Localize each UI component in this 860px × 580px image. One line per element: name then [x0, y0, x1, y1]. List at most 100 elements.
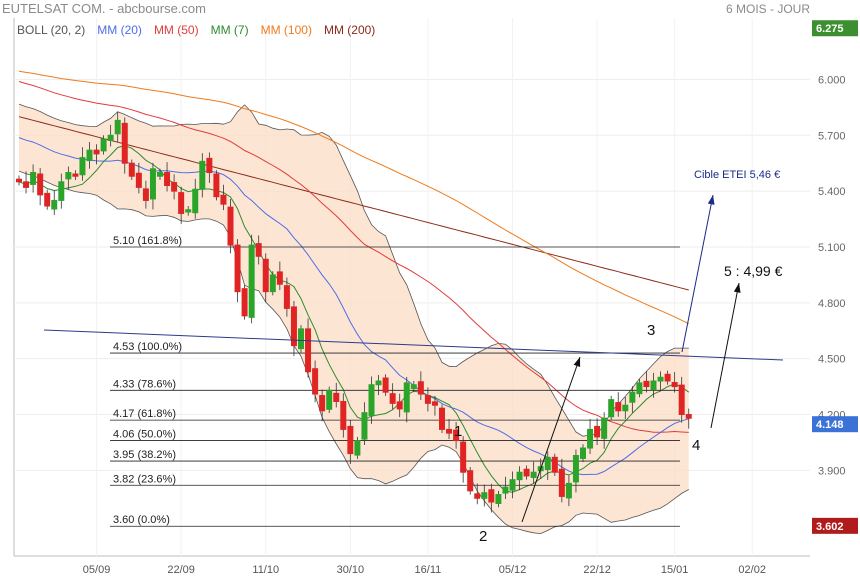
- candle-body: [262, 258, 269, 293]
- candle-body: [72, 173, 79, 177]
- candle-body: [488, 489, 495, 503]
- candle-body: [213, 173, 220, 198]
- legend-entry: MM (50): [154, 23, 199, 37]
- candle-body: [298, 328, 304, 350]
- candle-body: [283, 285, 290, 309]
- target-label: Cible ETEI 5,46 €: [694, 169, 780, 181]
- candle-body: [417, 381, 424, 395]
- bollinger-fill: [19, 104, 689, 534]
- candle-body: [51, 199, 58, 210]
- candle-body: [44, 192, 51, 207]
- ma100-line: [18, 70, 690, 325]
- bollinger-upper: [18, 103, 689, 437]
- candle-body: [354, 440, 361, 456]
- candle-body: [312, 368, 319, 395]
- candle-body: [495, 494, 502, 505]
- candle-body: [93, 149, 100, 155]
- axes-layer: 3.9004.2004.5004.8005.1005.4005.7006.000…: [83, 20, 858, 576]
- candle-body: [530, 471, 537, 478]
- objective-label: 5 : 4,99 €: [724, 263, 783, 279]
- fib-label: 4.06 (50.0%): [113, 429, 176, 441]
- candle-body: [333, 392, 340, 402]
- candle-body: [340, 400, 347, 430]
- candle-body: [58, 181, 65, 201]
- x-tick-label: 30/10: [337, 564, 365, 576]
- candle-body: [135, 172, 142, 188]
- legend-layer: BOLL (20, 2) MM (20) MM (50) MM (7) MM (100)…: [17, 23, 375, 37]
- candle-body: [629, 391, 636, 403]
- y-tick-label: 6.000: [818, 74, 846, 86]
- candle-body: [439, 407, 445, 430]
- candle-body: [410, 384, 417, 389]
- candle-body: [86, 149, 93, 162]
- moving-average-layer: [18, 70, 690, 535]
- candle-body: [276, 271, 283, 285]
- x-tick-label: 05/12: [499, 564, 527, 576]
- x-tick-label: 22/09: [167, 564, 195, 576]
- candle-body: [248, 244, 255, 318]
- candle-body: [241, 288, 248, 317]
- candle-body: [30, 172, 37, 185]
- x-tick-label: 15/01: [661, 564, 689, 576]
- arrow-head: [707, 195, 715, 205]
- chart-title: EUTELSAT COM. - abcbourse.com: [2, 1, 206, 16]
- candle-body: [474, 493, 481, 499]
- candle-body: [128, 162, 135, 177]
- candle-body: [502, 486, 509, 494]
- candle-body: [565, 482, 572, 499]
- candle-body: [446, 428, 453, 434]
- y-tick-label: 4.500: [818, 354, 846, 366]
- price-badge: [812, 20, 858, 37]
- candle-body: [192, 188, 199, 214]
- fib-label: 3.82 (23.6%): [113, 473, 176, 485]
- x-tick-label: 02/02: [738, 564, 766, 576]
- candle-body: [467, 470, 474, 492]
- candle-body: [157, 172, 163, 177]
- y-tick-label: 4.800: [818, 298, 846, 310]
- candle-body: [185, 209, 192, 213]
- fib-label: 3.60 (0.0%): [113, 514, 170, 526]
- candle-body: [121, 122, 128, 164]
- x-tick-label: 05/09: [83, 564, 111, 576]
- candle-body: [23, 181, 30, 188]
- candle-body: [255, 243, 262, 257]
- price-badge-label: 4.148: [816, 419, 844, 431]
- candle-body: [587, 428, 594, 449]
- legend-entry: MM (7): [211, 23, 249, 37]
- legend-entry: MM (200): [324, 23, 375, 37]
- x-tick-label: 22/12: [583, 564, 611, 576]
- y-tick-label: 5.400: [818, 186, 846, 198]
- candle-body: [671, 381, 678, 388]
- candle-body: [65, 172, 72, 180]
- price-badge: [812, 416, 858, 433]
- candle-body: [481, 492, 488, 499]
- candle-body: [572, 454, 579, 483]
- fib-label: 3.95 (38.2%): [113, 449, 176, 461]
- price-badge-label: 6.275: [816, 23, 844, 35]
- candle-body: [326, 389, 333, 410]
- arrow-head: [733, 283, 741, 293]
- wave-arrow-1: [521, 356, 581, 523]
- candle-body: [79, 157, 86, 176]
- period-label: 6 MOIS - JOUR: [725, 2, 810, 16]
- candle-body: [643, 380, 650, 388]
- bollinger-lower: [18, 170, 689, 535]
- candle-body: [580, 447, 586, 459]
- candle-body: [453, 429, 460, 442]
- wave-label: 4: [692, 437, 700, 454]
- candle-body: [594, 425, 601, 438]
- candle-body: [558, 468, 565, 497]
- candle-body: [544, 456, 551, 471]
- price-badge-label: 3.602: [816, 521, 844, 533]
- candle-body: [509, 479, 516, 491]
- y-tick-label: 5.700: [818, 130, 846, 142]
- candle-body: [234, 244, 241, 293]
- fib-label: 5.10 (161.8%): [113, 235, 182, 247]
- candle-body: [678, 384, 685, 416]
- candle-body: [164, 172, 171, 187]
- candle-body: [206, 157, 213, 174]
- legend-entry: MM (20): [97, 23, 142, 37]
- candle-body: [615, 402, 622, 412]
- candle-body: [551, 456, 558, 473]
- candle-body: [361, 412, 368, 440]
